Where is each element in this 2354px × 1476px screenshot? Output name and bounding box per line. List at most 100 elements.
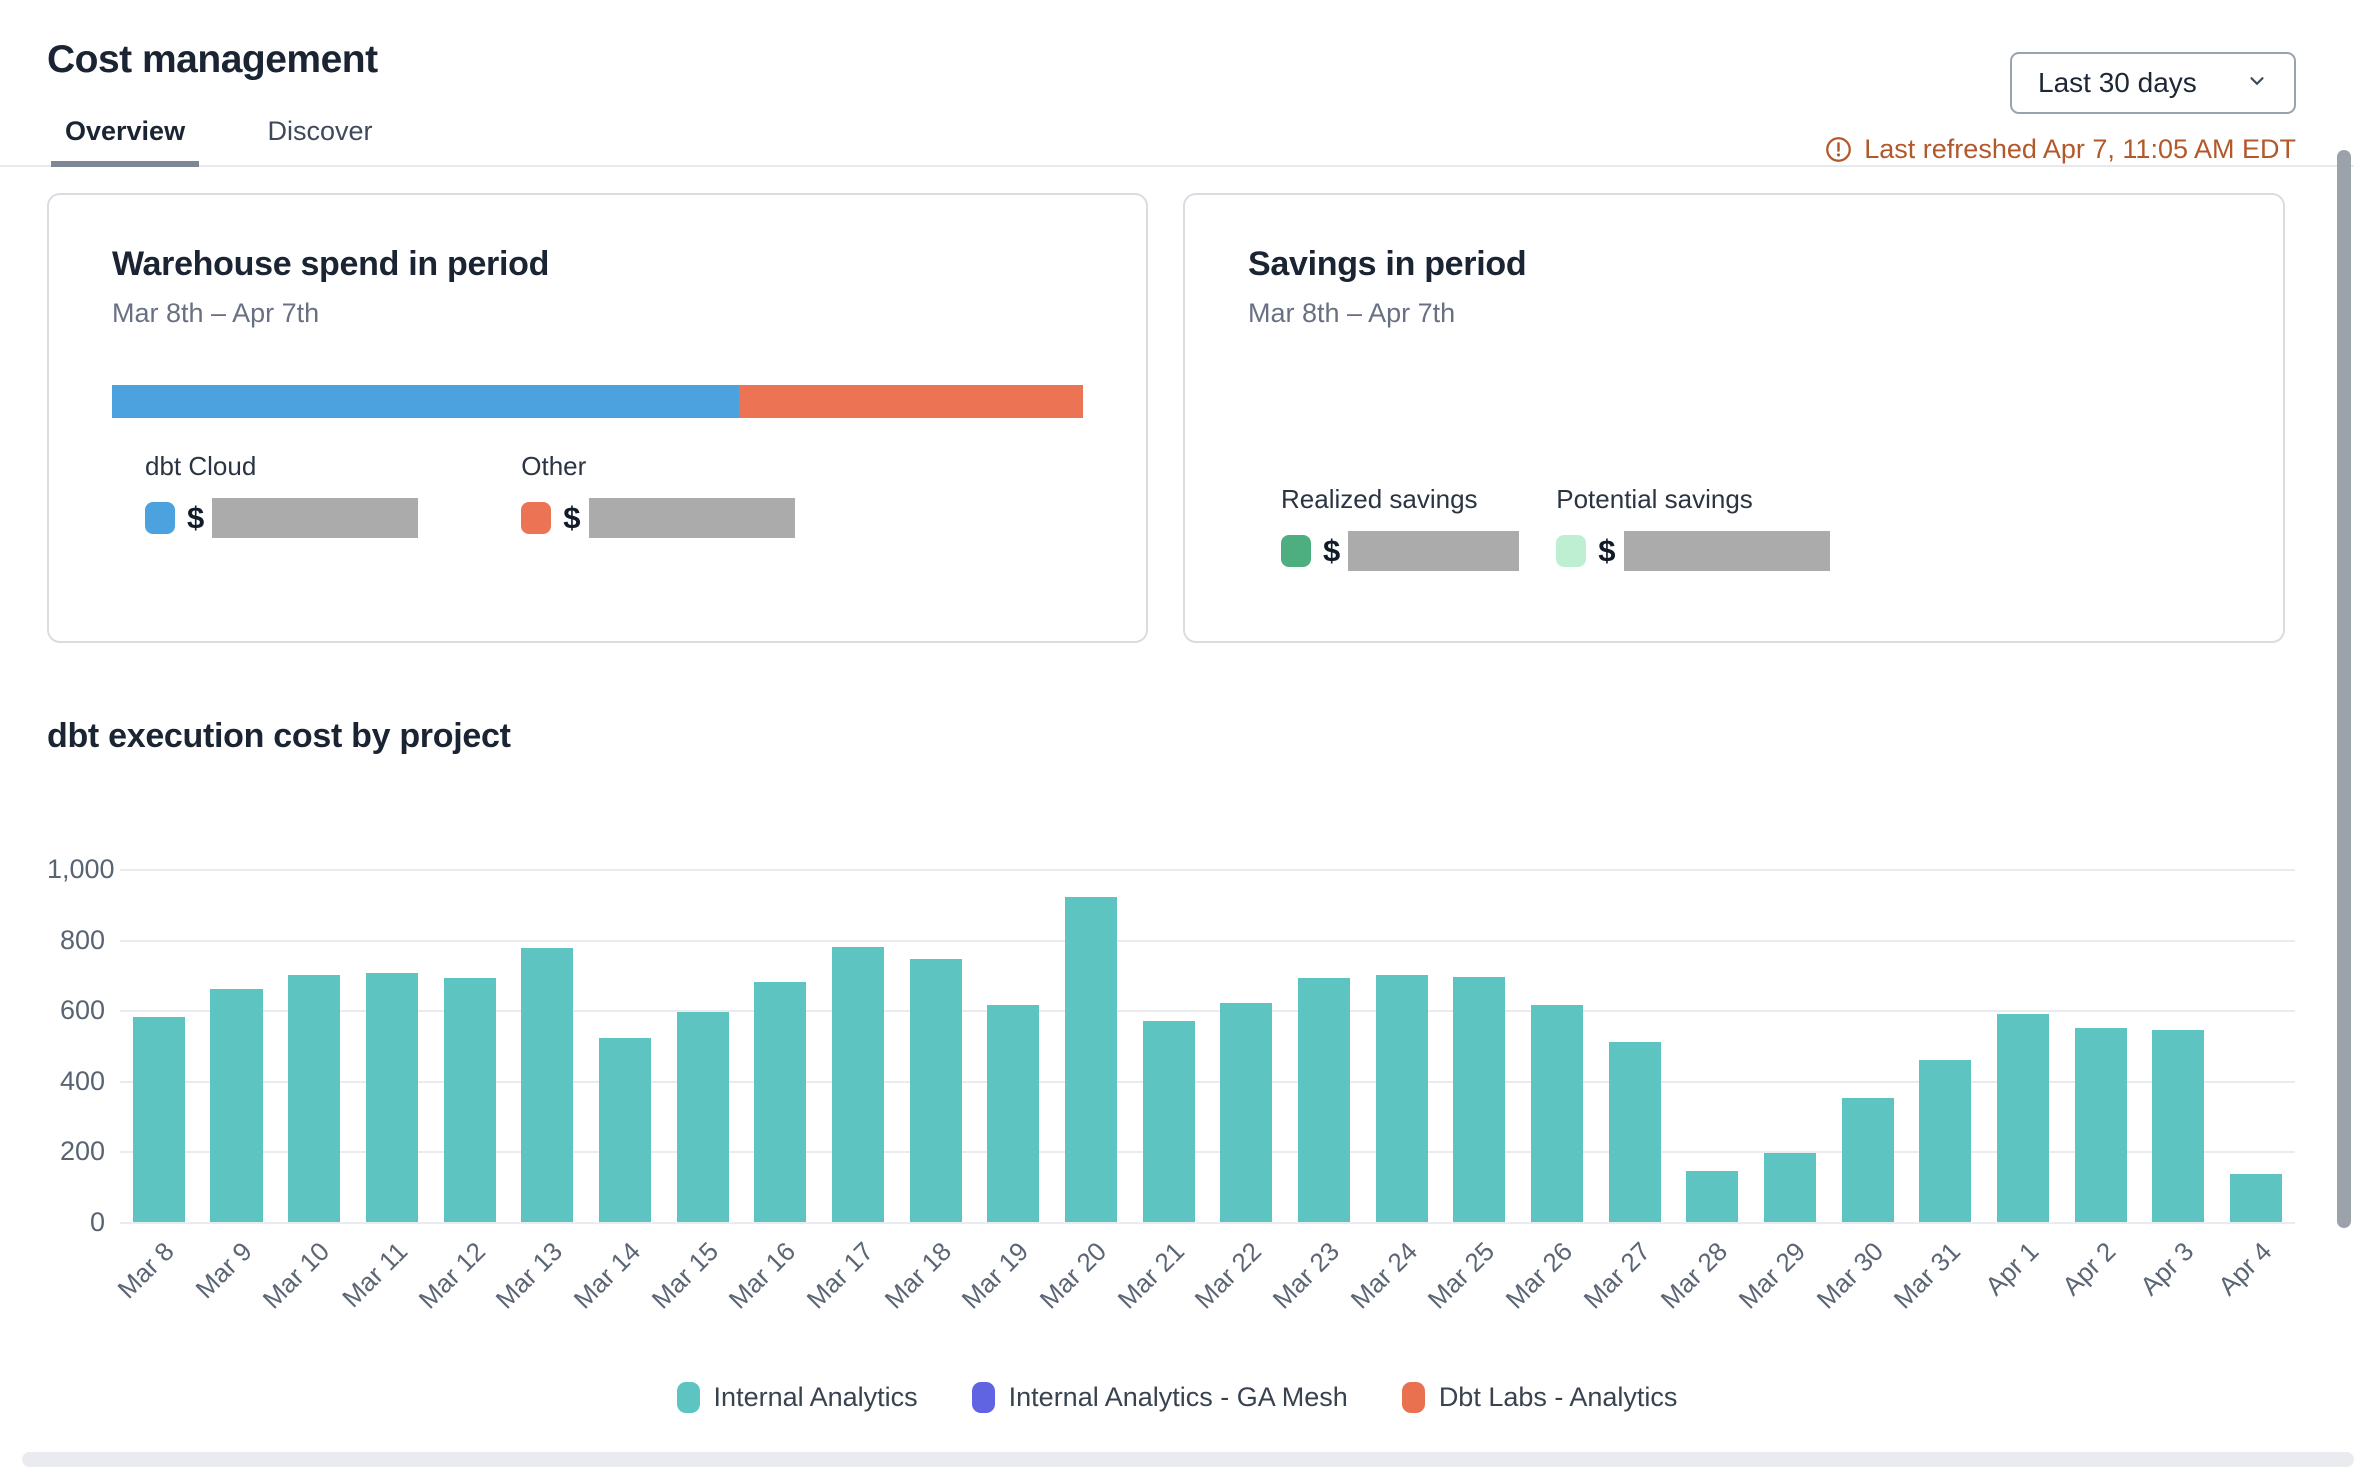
chart-bar[interactable] <box>1142 1020 1195 1222</box>
warning-icon <box>1825 136 1852 163</box>
tabbar-divider <box>0 165 2354 167</box>
x-axis-label: Mar 29 <box>1732 1236 1812 1315</box>
chart-bar[interactable] <box>909 959 962 1222</box>
gridline <box>120 1010 2295 1013</box>
chart-bar[interactable] <box>676 1011 729 1222</box>
y-axis-tick-label: 0 <box>89 1207 105 1237</box>
last-refreshed-text: Last refreshed Apr 7, 11:05 AM EDT <box>1864 134 2296 164</box>
chart-bar[interactable] <box>365 973 418 1222</box>
spend-entry-other: Other $ <box>521 451 795 538</box>
tab-discover[interactable]: Discover <box>267 116 373 146</box>
legend-label: Internal Analytics - GA Mesh <box>1008 1382 1348 1412</box>
chart-bar[interactable] <box>754 981 807 1222</box>
chart-bar[interactable] <box>521 948 574 1222</box>
chart-bar[interactable] <box>132 1017 185 1222</box>
card-subtitle: Mar 8th – Apr 7th <box>1248 298 1456 328</box>
chart-bar-slot: Mar 13 <box>490 869 586 1314</box>
savings-card: Savings in period Mar 8th – Apr 7th Real… <box>1183 193 2285 643</box>
chart-bar[interactable] <box>1064 897 1117 1222</box>
chart-bar-slot: Mar 12 <box>412 869 509 1314</box>
chart-bar-slot: Apr 1 <box>1979 869 2062 1301</box>
chevron-down-icon <box>2246 67 2268 99</box>
x-axis-label: Mar 14 <box>567 1236 647 1315</box>
x-axis-label: Mar 26 <box>1499 1236 1579 1315</box>
header-controls: Last 30 days Last refreshed Apr 7, 11:05… <box>1825 52 2296 165</box>
date-range-select[interactable]: Last 30 days <box>2010 52 2296 114</box>
chart-bar-slot: Mar 27 <box>1577 869 1674 1314</box>
chart-bar[interactable] <box>1996 1013 2049 1222</box>
currency-symbol: $ <box>563 500 581 535</box>
page-title: Cost management <box>47 38 378 81</box>
potential-savings-entry: Potential savings $ <box>1556 484 1830 571</box>
entry-label: Potential savings <box>1556 484 1753 514</box>
x-axis-label: Mar 25 <box>1422 1236 1501 1315</box>
x-axis-label: Mar 13 <box>489 1236 569 1315</box>
legend-swatch <box>971 1382 995 1413</box>
chart-bar-slot: Mar 9 <box>190 869 276 1304</box>
gridline <box>120 1080 2295 1083</box>
chart-bar[interactable] <box>210 989 263 1222</box>
horizontal-scrollbar[interactable] <box>22 1452 2354 1467</box>
chart-bar-slot: Mar 26 <box>1500 869 1596 1314</box>
tabbar: Overview Discover <box>0 104 2354 167</box>
summary-cards: Warehouse spend in period Mar 8th – Apr … <box>47 193 2285 643</box>
chart-bar[interactable] <box>1375 974 1428 1222</box>
chart-bar-slot: Mar 18 <box>878 869 975 1314</box>
chart-bar[interactable] <box>1686 1170 1739 1222</box>
redacted-value <box>1348 531 1520 571</box>
x-axis-label: Mar 20 <box>1033 1236 1113 1315</box>
chart-bar[interactable] <box>288 974 341 1222</box>
chart-bar-slot: Mar 17 <box>801 869 897 1314</box>
chart-bar[interactable] <box>1453 976 1506 1222</box>
savings-entries: Realized savings $ Potential savings $ <box>1248 484 2220 571</box>
chart-bar[interactable] <box>1841 1098 1894 1222</box>
x-axis-label: Mar 24 <box>1344 1236 1423 1315</box>
date-range-value: Last 30 days <box>2038 67 2197 98</box>
spend-segment-dbt-cloud <box>112 385 740 418</box>
chart-bar[interactable] <box>2152 1029 2205 1222</box>
currency-symbol: $ <box>1598 533 1616 568</box>
chart-bar[interactable] <box>2229 1174 2282 1222</box>
spend-segment-other <box>739 385 1083 418</box>
legend-swatch <box>1401 1382 1425 1413</box>
x-axis-label: Mar 16 <box>722 1236 802 1315</box>
spend-entry-dbt-cloud: dbt Cloud $ <box>145 451 419 538</box>
chart-bar-slot: Apr 4 <box>2212 869 2295 1301</box>
chart-bar[interactable] <box>2074 1027 2127 1222</box>
tab-overview[interactable]: Overview <box>50 104 200 167</box>
chart-bar[interactable] <box>1919 1059 1972 1222</box>
chart-bar[interactable] <box>1297 978 1350 1222</box>
x-axis-label: Apr 4 <box>2212 1236 2278 1302</box>
y-axis-tick-label: 800 <box>59 924 105 955</box>
x-axis-label: Mar 10 <box>256 1236 336 1315</box>
x-axis-label: Mar 21 <box>1111 1236 1190 1315</box>
legend-item[interactable]: Internal Analytics - GA Mesh <box>971 1382 1348 1413</box>
legend-item[interactable]: Dbt Labs - Analytics <box>1401 1382 1677 1413</box>
chart-bar-slot: Mar 30 <box>1810 869 1907 1314</box>
legend-item[interactable]: Internal Analytics <box>676 1382 918 1413</box>
vertical-scrollbar[interactable] <box>2337 150 2351 1228</box>
chart-bar[interactable] <box>1220 1003 1273 1222</box>
chart-bar[interactable] <box>1763 1153 1816 1222</box>
gridline <box>120 869 2295 871</box>
x-axis-label: Mar 31 <box>1888 1236 1967 1315</box>
chart-legend: Internal Analytics Internal Analytics - G… <box>0 1382 2354 1413</box>
y-axis-tick-label: 400 <box>59 1065 105 1096</box>
chart-bar-slot: Mar 20 <box>1034 869 1130 1314</box>
x-axis-label: Mar 28 <box>1655 1236 1734 1315</box>
chart-bar-slot: Mar 28 <box>1655 869 1751 1314</box>
chart-bar[interactable] <box>443 978 496 1222</box>
chart-bar[interactable] <box>1608 1041 1661 1222</box>
card-title: Savings in period <box>1248 245 1527 283</box>
chart-bar[interactable] <box>1530 1004 1583 1222</box>
chart-bar[interactable] <box>598 1038 651 1222</box>
entry-label: Realized savings <box>1281 484 1478 514</box>
entry-label: Other <box>521 451 587 481</box>
x-axis-label: Mar 19 <box>956 1236 1035 1315</box>
last-refreshed-status: Last refreshed Apr 7, 11:05 AM EDT <box>1825 134 2296 165</box>
currency-symbol: $ <box>1323 533 1341 568</box>
chart-bar[interactable] <box>831 946 884 1222</box>
chart-section-title: dbt execution cost by project <box>47 717 511 755</box>
chart-bar[interactable] <box>987 1004 1040 1222</box>
